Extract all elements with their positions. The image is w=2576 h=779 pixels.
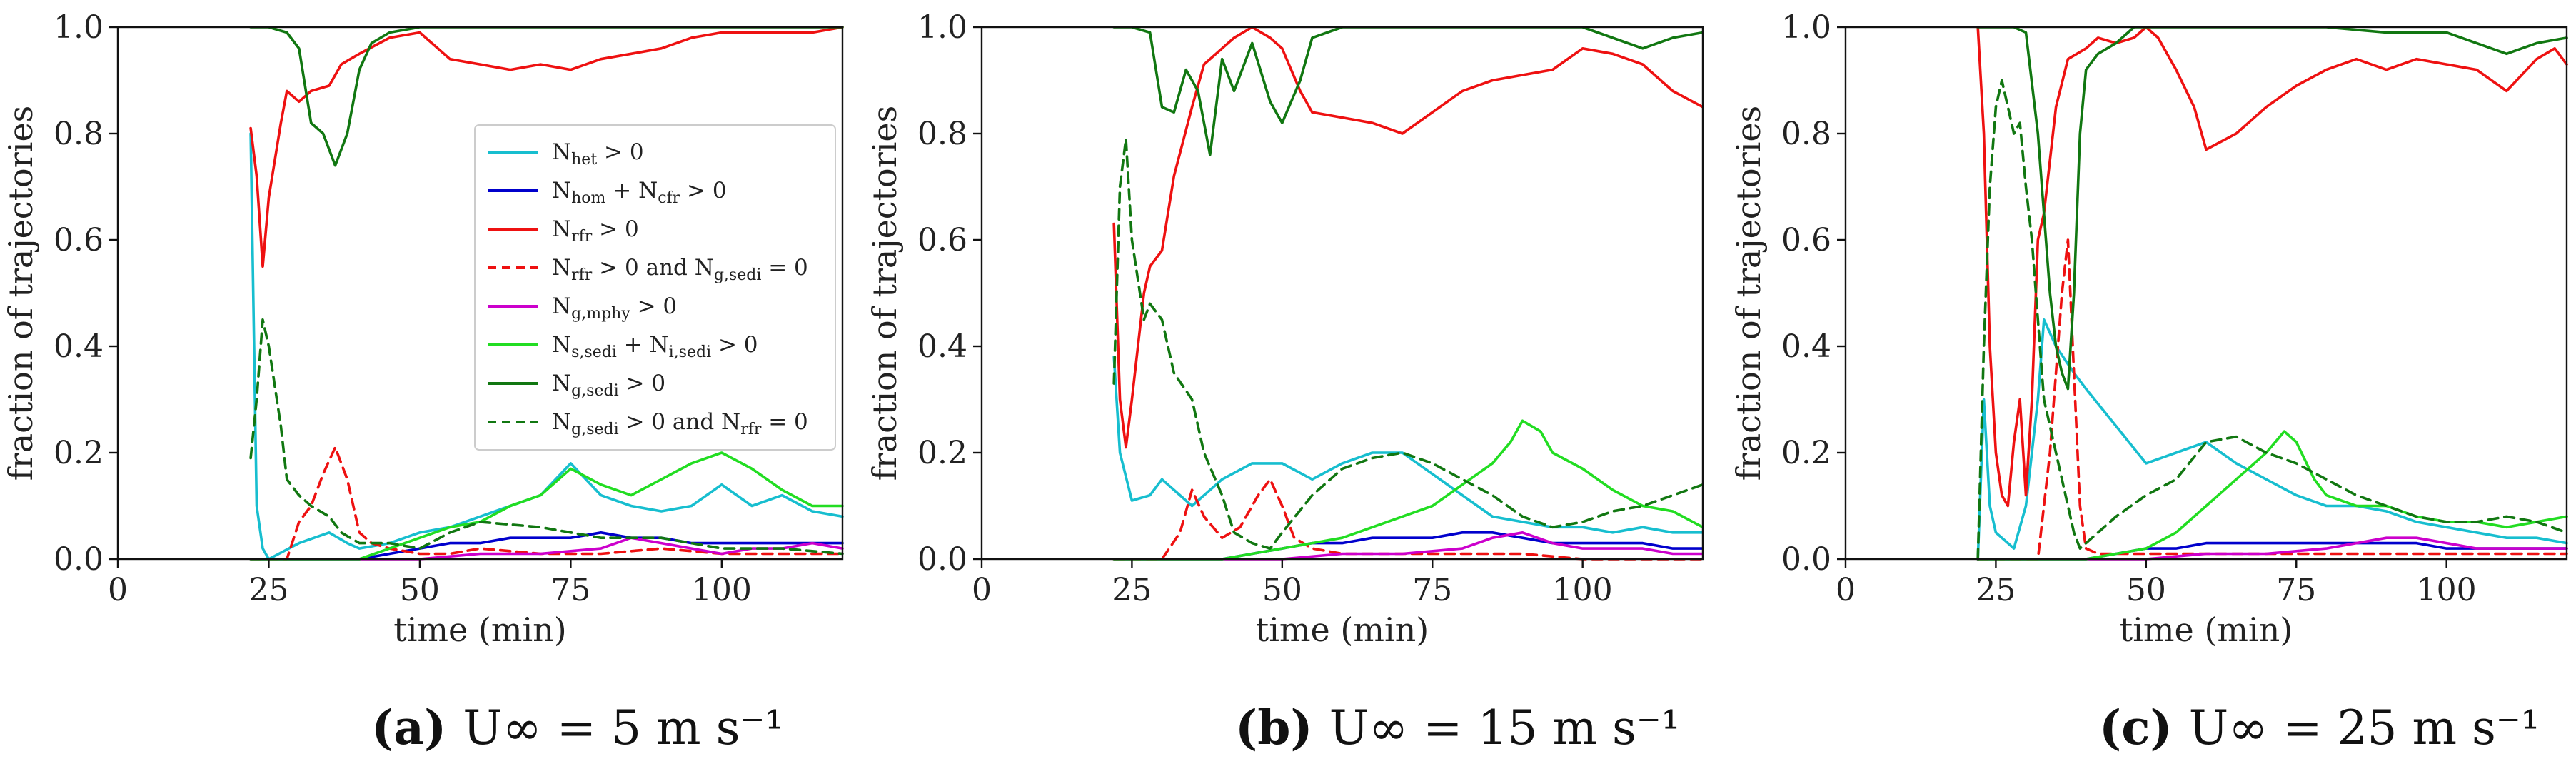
x-tick-label: 0 [972, 572, 992, 608]
plot-frame [1844, 26, 2568, 561]
x-tick-label: 25 [1112, 572, 1152, 608]
x-tick-label: 50 [400, 572, 440, 608]
legend-label-rfr_nosedi: Nrfr > 0 and Ng,sedi = 0 [552, 255, 808, 284]
series-lines [249, 26, 844, 561]
panel-caption: (a) U∞ = 5 m s⁻¹ [371, 700, 784, 755]
series-line-sisedi [249, 451, 844, 561]
y-tick-label: 0.2 [917, 435, 967, 471]
series-line-rfr [249, 26, 844, 268]
x-tick-label: 50 [2126, 572, 2166, 608]
y-tick-label: 0.4 [917, 328, 967, 365]
x-axis-label: time (min) [1256, 610, 1429, 649]
y-tick-label: 1.0 [917, 9, 967, 46]
series-line-het [249, 132, 844, 561]
y-tick-label: 1.0 [54, 9, 104, 46]
legend-label-rfr: Nrfr > 0 [552, 216, 639, 246]
series-line-gmphy [1112, 531, 1704, 561]
series-lines [1976, 26, 2568, 561]
chart-panel-0: 0 25 50 75 100 0.0 0.2 0.4 0.6 0.8 1.0 time (min) fr… [1, 9, 844, 755]
series-line-rfr_nosedi [1112, 478, 1704, 561]
y-tick-label: 0.6 [1781, 222, 1831, 258]
legend-label-sisedi: Ns,sedi + Ni,sedi > 0 [552, 332, 758, 361]
x-tick-label: 75 [2276, 572, 2316, 608]
y-axis-label: fraction of trajectories [1729, 106, 1768, 481]
x-tick-label: 100 [1553, 572, 1613, 608]
series-line-het [1976, 318, 2568, 561]
y-tick-label: 0.2 [1781, 435, 1831, 471]
caption-letter: (a) [371, 700, 463, 755]
chart-panel-1: 0 25 50 75 100 0.0 0.2 0.4 0.6 0.8 1.0 time (min) fr… [865, 9, 1704, 755]
x-tick-label: 0 [1836, 572, 1856, 608]
caption-letter: (c) [2099, 700, 2189, 755]
series-line-gsedi_norfr [1976, 79, 2568, 561]
panel-caption: (c) U∞ = 25 m s⁻¹ [2099, 700, 2540, 755]
series-line-het [1112, 356, 1704, 534]
caption-formula: U∞ = 15 m s⁻¹ [1329, 700, 1681, 755]
legend-label-homcfr: Nhom + Ncfr > 0 [552, 178, 727, 207]
y-axis-label: fraction of trajectories [1, 106, 40, 481]
x-axis-label: time (min) [2120, 610, 2293, 649]
x-tick-label: 0 [108, 572, 128, 608]
caption-formula: U∞ = 25 m s⁻¹ [2189, 700, 2540, 755]
series-line-gsedi_norfr [249, 318, 844, 556]
panel-caption: (b) U∞ = 15 m s⁻¹ [1235, 700, 1680, 755]
series-line-gsedi [1112, 26, 1704, 156]
series-line-homcfr [1976, 541, 2568, 561]
x-tick-label: 25 [1976, 572, 2016, 608]
y-tick-label: 1.0 [1781, 9, 1831, 46]
series-line-gsedi [1976, 26, 2568, 391]
y-tick-label: 0.8 [1781, 116, 1831, 152]
y-tick-label: 0.0 [54, 541, 104, 578]
x-tick-label: 75 [1412, 572, 1452, 608]
series-line-rfr [1112, 26, 1704, 449]
caption-letter: (b) [1235, 700, 1329, 755]
series-line-sisedi [1112, 419, 1704, 561]
x-axis-label: time (min) [393, 610, 567, 649]
series-line-rfr [1976, 26, 2568, 508]
x-tick-label: 75 [550, 572, 590, 608]
y-tick-label: 0.2 [54, 435, 104, 471]
y-tick-label: 0.0 [1781, 541, 1831, 578]
x-tick-label: 50 [1262, 572, 1302, 608]
series-line-gmphy [1976, 536, 2568, 561]
series-line-homcfr [249, 531, 844, 561]
series-lines [1112, 26, 1704, 561]
legend: Nhet > 0 Nhom + Ncfr > 0 Nrfr > 0 Nrfr > 0 … [474, 124, 836, 451]
caption-formula: U∞ = 5 m s⁻¹ [463, 700, 784, 755]
y-tick-label: 0.4 [54, 328, 104, 365]
x-tick-label: 100 [2417, 572, 2477, 608]
y-axis-label: fraction of trajectories [865, 106, 904, 481]
series-line-homcfr [1112, 531, 1704, 561]
y-tick-label: 0.4 [1781, 328, 1831, 365]
series-line-rfr_nosedi [1976, 238, 2568, 561]
plot-frame [980, 26, 1704, 561]
y-tick-label: 0.0 [917, 541, 967, 578]
x-tick-label: 25 [248, 572, 288, 608]
chart-panel-2: 0 25 50 75 100 0.0 0.2 0.4 0.6 0.8 1.0 time (min) fr… [1729, 9, 2568, 755]
legend-label-gsedi_norfr: Ng,sedi > 0 and Nrfr = 0 [552, 409, 808, 438]
y-tick-label: 0.8 [54, 116, 104, 152]
legend-label-gsedi: Ng,sedi > 0 [552, 371, 665, 400]
y-tick-label: 0.6 [917, 222, 967, 258]
series-line-rfr_nosedi [249, 446, 844, 561]
legend-label-gmphy: Ng,mphy > 0 [552, 293, 677, 323]
x-tick-label: 100 [692, 572, 752, 608]
series-line-gsedi_norfr [1112, 137, 1704, 550]
legend-box [474, 124, 836, 451]
y-tick-label: 0.6 [54, 222, 104, 258]
y-tick-label: 0.8 [917, 116, 967, 152]
legend-label-het: Nhet > 0 [552, 139, 644, 169]
series-line-gmphy [249, 536, 844, 561]
plot-frame [116, 26, 844, 561]
